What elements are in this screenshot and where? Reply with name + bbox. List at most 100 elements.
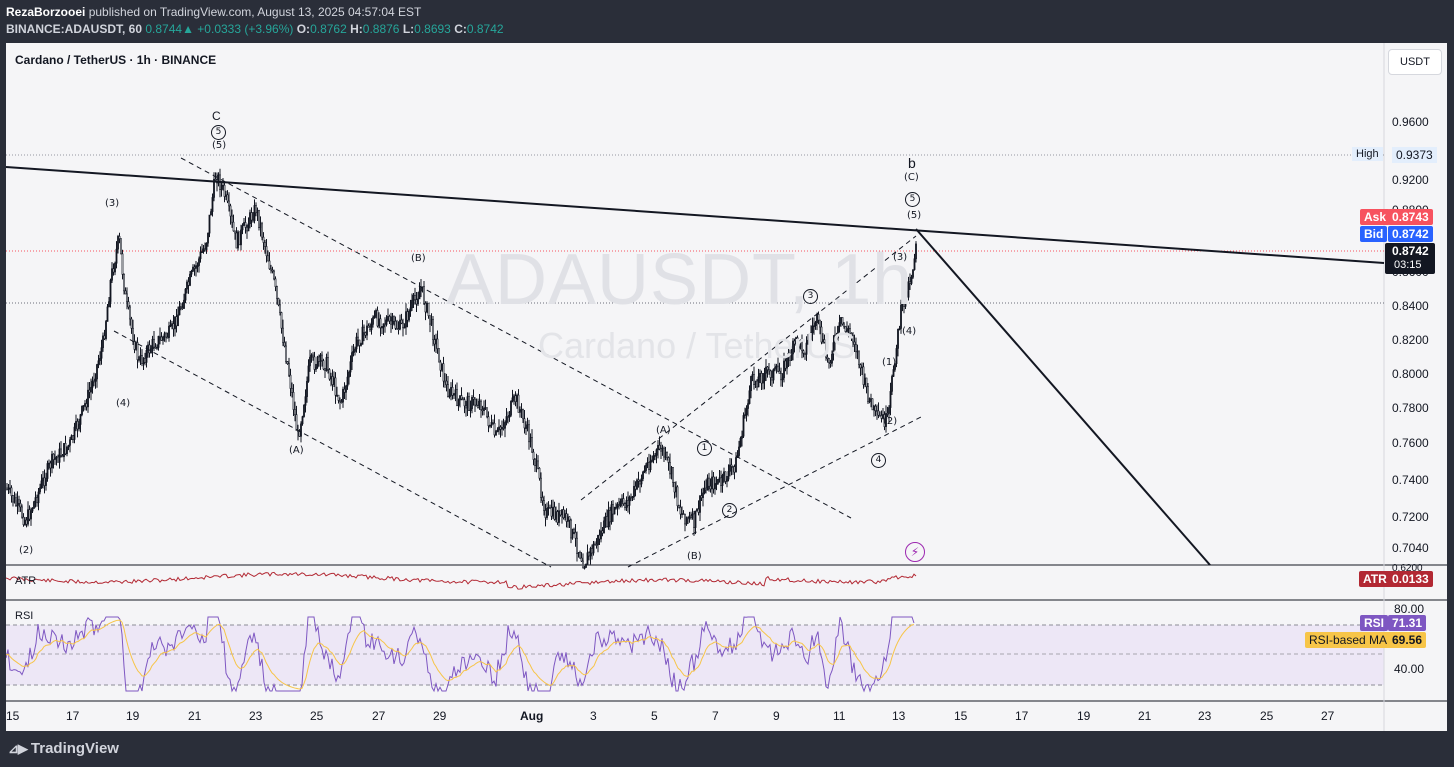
candle-body [454,389,457,395]
candle-body [174,316,176,330]
candle-body [466,396,469,409]
candle-body [12,495,14,503]
candle-body [666,452,668,458]
candle-body [384,323,386,326]
wave-label-5-right: (5) [907,210,922,221]
candle-body [534,459,536,466]
time-tick: 9 [773,709,780,723]
candle-body [655,449,658,456]
candle-body [318,356,320,362]
candle-body [369,326,371,331]
ask-label: Ask [1360,209,1391,225]
candle-body [819,319,821,328]
candle-body [393,316,395,322]
time-tick: 23 [1198,709,1212,723]
candle-body [619,501,622,506]
wave-label-c: C [212,109,221,123]
candle-body [600,530,602,540]
open-value: 0.8762 [310,22,347,36]
candle-body [832,342,835,355]
candle-body [139,355,142,360]
candle-body [15,497,17,506]
candle-body [31,508,34,512]
candle-body [912,269,914,278]
descending-trendline [6,166,1385,264]
candle-body [325,357,328,371]
candle-body [315,366,317,370]
candle-body [316,356,319,368]
candle-body [814,322,817,327]
up-arrow-icon: ▲ [182,22,194,36]
candle-body [409,307,412,312]
chart-canvas[interactable] [6,43,1447,731]
candle-body [304,396,307,406]
candle-body [403,326,406,329]
currency-button[interactable]: USDT [1388,49,1442,75]
candle-body [630,496,632,499]
candle-body [502,427,505,429]
candle-body [423,286,425,304]
candle-body [249,212,251,225]
candle-body [436,338,439,349]
candle-body [267,255,269,262]
candle-body [513,395,515,399]
candle-body [388,316,391,322]
candle-body [792,340,794,355]
rsi-level-upper: 80.00 [1394,602,1425,616]
candle-body [702,492,704,498]
candle-body [723,471,725,476]
candle-body [39,487,41,493]
candle-body [547,507,550,509]
candle-body [705,487,707,491]
candle-body [894,363,896,370]
candle-body [774,367,776,370]
candle-body [138,359,140,361]
wave-circle-5-left: 5 [211,125,226,140]
candle-body [553,506,556,520]
candle-body [660,448,662,452]
candle-body [183,299,185,309]
symbol-title[interactable]: Cardano / TetherUS · 1h · BINANCE [15,53,217,67]
candle-body [37,491,40,504]
last-price: 0.8744 [145,22,183,36]
candle-body [675,486,677,493]
candle-body [49,462,52,469]
price-tick: 0.8400 [1392,299,1429,313]
candle-body [364,332,367,336]
candle-body [898,328,901,330]
candle-body [358,339,361,346]
chart-panel[interactable]: Cardano / TetherUS · 1h · BINANCE ADAUSD… [6,43,1447,731]
candle-body [339,400,341,402]
candle-body [657,445,659,451]
candle-body [585,563,587,568]
candle-body [378,318,380,327]
candle-body [354,348,356,352]
candle-body [873,405,875,411]
price-tick: 0.9200 [1392,173,1429,187]
candle-body [658,445,661,450]
candle-body [61,455,64,458]
tradingview-logo[interactable]: ⊿▶ TradingView [8,740,119,757]
candle-body [36,497,38,504]
wave-label-3-right: (3) [893,252,908,263]
candle-body [589,548,592,557]
candle-body [541,497,544,501]
candle-body [568,516,571,521]
candle-body [93,380,95,383]
flash-icon[interactable]: ⚡ [905,542,925,562]
wave-label-a-left: (A) [289,445,304,456]
candle-body [43,477,46,486]
wave-label-4-right: (4) [902,326,917,337]
candle-body [888,407,890,414]
candle-body [891,376,893,392]
author-name[interactable]: RezaBorzooei [6,5,86,19]
candle-body [825,342,827,358]
candle-body [592,543,595,554]
candle-body [285,345,287,362]
candle-body [639,480,641,485]
candle-body [786,357,788,369]
candle-body [706,477,709,491]
candle-body [24,519,26,525]
candle-body [46,463,49,479]
candle-body [172,323,175,330]
